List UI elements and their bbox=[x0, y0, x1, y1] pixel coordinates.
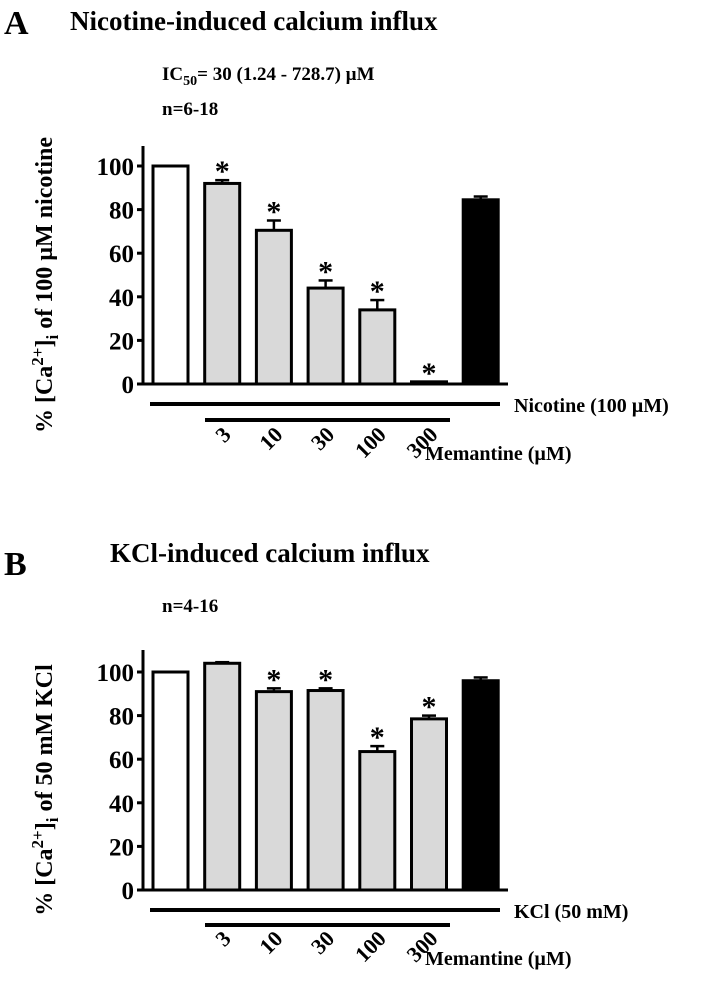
panel-letter: B bbox=[4, 546, 27, 583]
y-tick-label: 20 bbox=[109, 834, 134, 861]
bar bbox=[306, 286, 345, 386]
significance-star: * bbox=[215, 155, 230, 188]
chart-title: KCl-induced calcium influx bbox=[110, 538, 430, 568]
y-tick-label: 40 bbox=[109, 285, 134, 312]
bar bbox=[358, 308, 397, 386]
significance-star: * bbox=[370, 275, 385, 308]
y-tick-label: 80 bbox=[109, 704, 134, 731]
y-tick-label: 60 bbox=[109, 241, 134, 268]
y-tick-label: 0 bbox=[122, 878, 135, 905]
y-tick-label: 40 bbox=[109, 791, 134, 818]
x-tick-label: 30 bbox=[306, 422, 339, 455]
bar bbox=[461, 679, 500, 892]
significance-star: * bbox=[318, 663, 333, 696]
significance-star: * bbox=[266, 663, 281, 696]
n-annotation: n=4-16 bbox=[162, 596, 218, 617]
bar bbox=[203, 661, 242, 892]
significance-star: * bbox=[266, 196, 281, 229]
y-tick-label: 80 bbox=[109, 198, 134, 225]
bar bbox=[254, 228, 293, 386]
panel-letter: A bbox=[4, 5, 29, 42]
y-tick-label: 20 bbox=[109, 328, 134, 355]
x-tick-label: 100 bbox=[350, 926, 391, 967]
drug-label: Memantine (µM) bbox=[425, 443, 571, 465]
y-tick-label: 100 bbox=[97, 154, 135, 181]
significance-star: * bbox=[422, 691, 437, 724]
n-annotation: n=6-18 bbox=[162, 99, 218, 120]
drug-label: Memantine (µM) bbox=[425, 948, 571, 970]
bar bbox=[461, 198, 500, 386]
treatment-label: Nicotine (100 µM) bbox=[514, 395, 669, 417]
bar bbox=[358, 750, 397, 892]
y-tick-label: 60 bbox=[109, 747, 134, 774]
treatment-label: KCl (50 mM) bbox=[514, 901, 628, 923]
significance-star: * bbox=[370, 721, 385, 754]
x-tick-label: 10 bbox=[254, 926, 287, 959]
x-tick-label: 3 bbox=[210, 926, 235, 951]
significance-star: * bbox=[318, 255, 333, 288]
bar bbox=[151, 164, 190, 386]
bar bbox=[410, 380, 448, 386]
significance-star: * bbox=[422, 357, 437, 390]
ic50-annotation: IC50= 30 (1.24 - 728.7) µM bbox=[162, 64, 375, 89]
bar bbox=[410, 717, 448, 892]
y-axis-label: % [Ca2+]i of 50 mM KCl bbox=[28, 664, 62, 916]
bar bbox=[151, 670, 190, 892]
x-tick-label: 3 bbox=[210, 422, 235, 447]
bar bbox=[254, 690, 293, 892]
bar bbox=[306, 689, 345, 892]
x-tick-label: 30 bbox=[306, 926, 339, 959]
x-tick-label: 10 bbox=[254, 422, 287, 455]
y-tick-label: 0 bbox=[122, 372, 135, 399]
x-tick-label: 100 bbox=[350, 422, 391, 463]
y-tick-label: 100 bbox=[97, 660, 135, 687]
chart-title: Nicotine-induced calcium influx bbox=[70, 6, 438, 36]
y-axis-label: % [Ca2+]i of 100 µM nicotine bbox=[28, 137, 62, 433]
bar bbox=[203, 181, 242, 386]
